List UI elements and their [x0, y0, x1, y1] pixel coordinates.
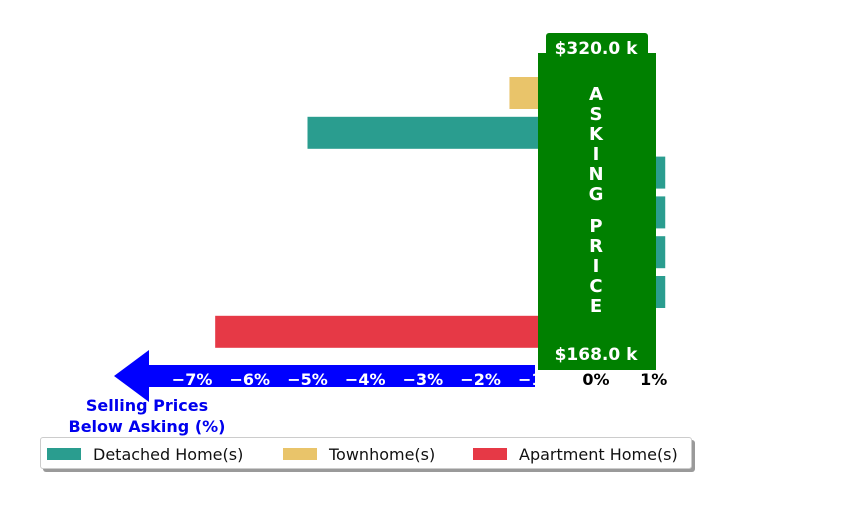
arrow-label-line: Selling Prices	[86, 396, 208, 415]
bar	[215, 315, 596, 348]
legend-label-apartment: Apartment Home(s)	[519, 444, 678, 464]
asking-price-letter: S	[590, 104, 603, 125]
legend: Detached Home(s) Townhome(s) Apartment H…	[40, 437, 692, 469]
top-price-box	[546, 33, 648, 61]
asking-price-letter: I	[593, 256, 600, 277]
asking-price-letter: I	[593, 144, 600, 165]
asking-price-letter: R	[589, 236, 603, 257]
asking-price-letter: P	[589, 216, 602, 237]
legend-item-detached: Detached Home(s)	[47, 444, 243, 464]
x-tick-label: −7%	[172, 370, 213, 389]
x-tick-label: −4%	[345, 370, 386, 389]
legend-swatch-detached	[47, 448, 81, 460]
x-tick-label: −2%	[460, 370, 501, 389]
asking-price-letter: K	[589, 124, 604, 145]
legend-label-detached: Detached Home(s)	[93, 444, 244, 464]
x-tick-label: 0%	[582, 370, 609, 389]
legend-label-townhome: Townhome(s)	[329, 444, 436, 464]
bottom-price-box	[546, 341, 648, 369]
bottom-price-label: $168.0 k	[555, 345, 639, 365]
x-tick-label: −6%	[230, 370, 271, 389]
legend-swatch-apartment	[473, 448, 507, 460]
arrow-shape	[114, 350, 535, 402]
asking-price-letter: E	[590, 296, 602, 317]
asking-price-letter: G	[589, 184, 604, 205]
asking-price-letter: A	[589, 84, 603, 105]
x-tick-label: −1%	[518, 370, 559, 389]
x-tick-label: 1%	[640, 370, 667, 389]
legend-item-townhome: Townhome(s)	[283, 444, 435, 464]
asking-price-band	[538, 53, 656, 370]
top-price-label: $320.0 k	[555, 39, 639, 59]
arrow-label-line: Below Asking (%)	[69, 417, 226, 436]
x-tick-label: −5%	[287, 370, 328, 389]
asking-price-letter: N	[588, 164, 603, 185]
x-tick-label: −3%	[403, 370, 444, 389]
asking-price-letter: C	[589, 276, 602, 297]
legend-item-apartment: Apartment Home(s)	[473, 444, 678, 464]
legend-swatch-townhome	[283, 448, 317, 460]
